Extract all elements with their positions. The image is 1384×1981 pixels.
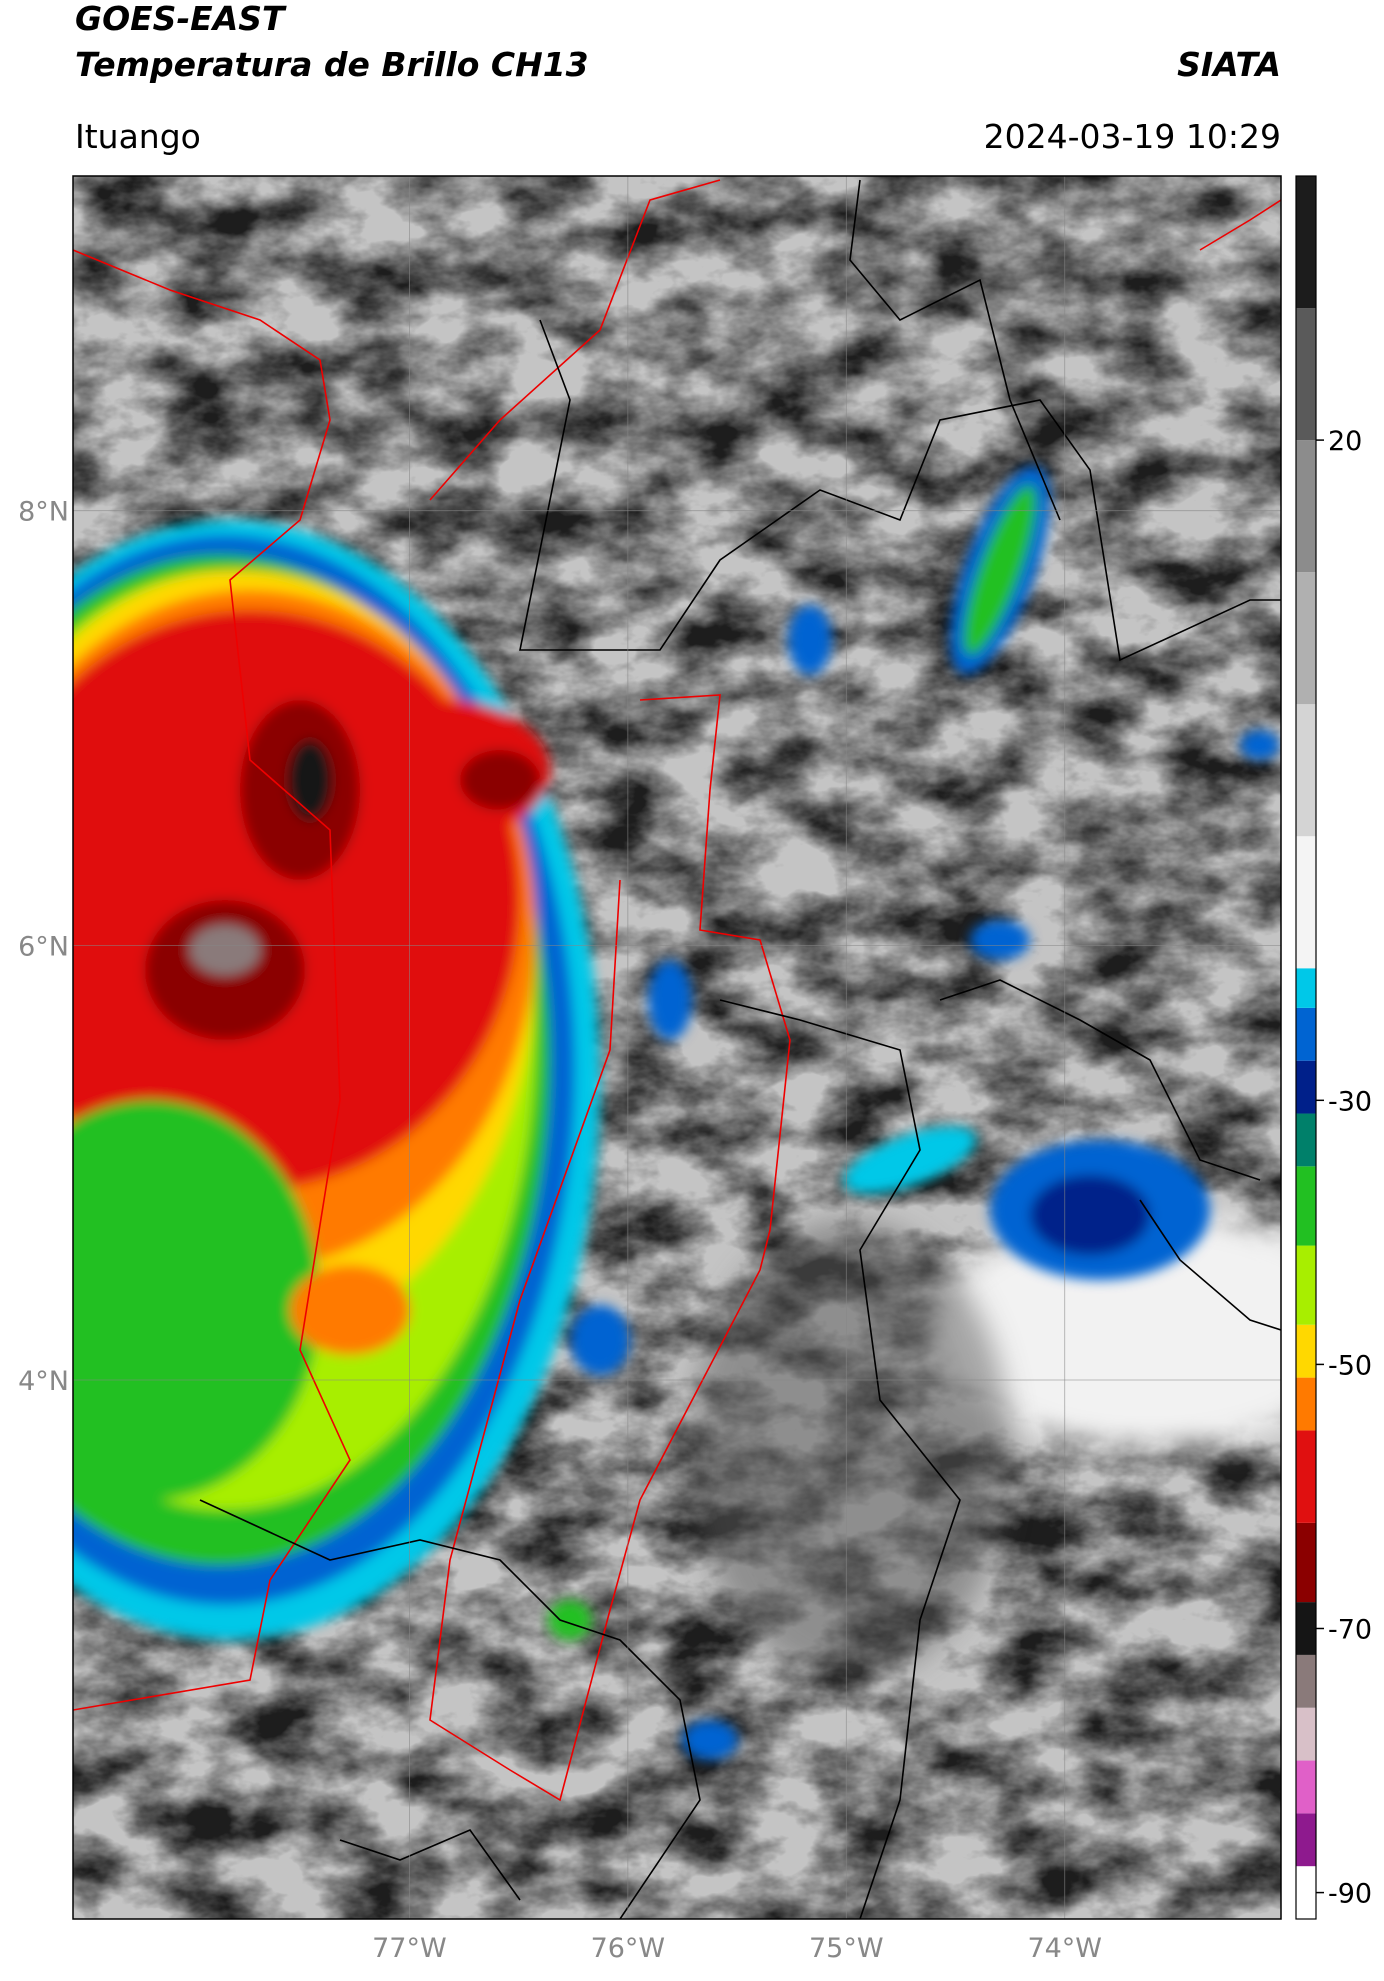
colorbar-segment [1296, 704, 1316, 837]
location: Ituango [75, 117, 201, 156]
colorbar-segment [1296, 1707, 1316, 1761]
plot-frame [72, 175, 1282, 1920]
x-tick-label: 75°W [809, 1933, 884, 1964]
department-border [199, 1499, 701, 1919]
y-tick-label: 8°N [18, 497, 69, 528]
x-tick-label: 74°W [1027, 1933, 1102, 1964]
storm-green-south [73, 1100, 320, 1500]
warm-area [690, 1220, 1010, 1680]
colorbar-segment [1296, 1166, 1316, 1246]
cell-blue [788, 605, 832, 675]
grid [73, 176, 1281, 1919]
colorbar-segment [1296, 1813, 1316, 1867]
department-border [849, 179, 1061, 521]
source: SIATA [1177, 45, 1281, 84]
cell-navy [1030, 1175, 1150, 1255]
colorbar-segment [1296, 1654, 1316, 1708]
coastline [429, 179, 721, 501]
cell-blue [682, 1720, 738, 1760]
department-border [519, 319, 1281, 662]
storm-top [190, 925, 260, 975]
colorbar-segment [1296, 1602, 1316, 1655]
cell-blue [970, 920, 1030, 960]
cell-green [548, 1600, 592, 1640]
cell-green [963, 485, 1037, 655]
colorbar-segment [1296, 1113, 1316, 1167]
colorbar-segment [1296, 1760, 1316, 1814]
borders [73, 179, 1281, 1919]
colorbar-segment [1296, 1245, 1316, 1325]
department-border [1139, 1199, 1281, 1331]
colorbar-segment [1296, 1522, 1316, 1603]
colorbar-segment [1296, 176, 1316, 309]
coastline [1199, 199, 1281, 251]
colorbar-segment [1296, 1007, 1316, 1061]
department-border [429, 694, 791, 1802]
storm-core [460, 750, 540, 810]
department-border [939, 979, 1261, 1181]
colorbar-segment [1296, 1377, 1316, 1431]
colorbar-segment [1296, 968, 1316, 1008]
colorbar-tick-label: -50 [1328, 1350, 1372, 1381]
cell-blue [570, 1305, 630, 1375]
colorbar-segment [1296, 572, 1316, 705]
clear-area [930, 1210, 1281, 1450]
y-tick-label: 4°N [18, 1366, 69, 1397]
x-tick-label: 76°W [591, 1933, 666, 1964]
colorbar [1296, 176, 1316, 1919]
cell-blue [648, 960, 692, 1040]
colorbar-tick-label: 20 [1328, 426, 1362, 457]
colorbar-segment [1296, 1866, 1316, 1919]
colorbar-segment [1296, 440, 1316, 573]
storm-top [288, 740, 332, 820]
map-image [73, 176, 1281, 1919]
department-border [719, 999, 961, 1919]
colorbar-tick-label: -70 [1328, 1615, 1372, 1646]
colorbar-segment [1296, 308, 1316, 441]
x-tick-label: 77°W [372, 1933, 447, 1964]
colorbar-segment [1296, 1060, 1316, 1114]
colorbar-segment [1296, 836, 1316, 969]
storm [73, 465, 1280, 1760]
cell-blue [1240, 730, 1280, 760]
cell-cyan [843, 1126, 977, 1194]
title: GOES-EAST [75, 0, 287, 38]
colorbar-tick-label: -90 [1328, 1879, 1372, 1910]
y-tick-label: 6°N [18, 931, 69, 962]
subtitle: Temperatura de Brillo CH13 [75, 45, 589, 84]
coastline [73, 249, 351, 1711]
colorbar-frame [1295, 175, 1317, 1920]
colorbar-tick-label: -30 [1328, 1086, 1372, 1117]
storm-red [73, 610, 520, 1190]
datetime: 2024-03-19 10:29 [984, 117, 1281, 156]
colorbar-segment [1296, 1324, 1316, 1378]
storm-orange-south [290, 1265, 410, 1355]
department-border [339, 1829, 521, 1901]
colorbar-segment [1296, 1430, 1316, 1523]
